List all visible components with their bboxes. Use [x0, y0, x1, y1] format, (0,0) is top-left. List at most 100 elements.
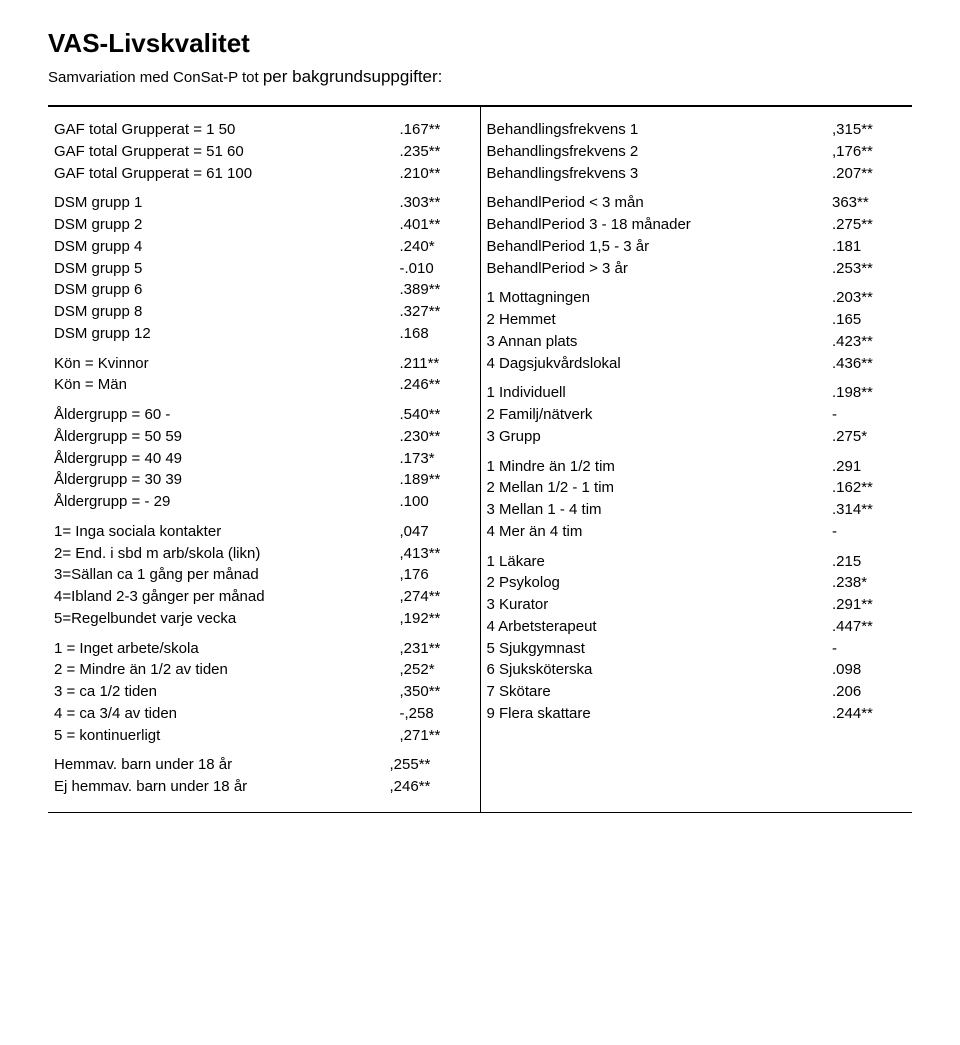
table-row: 4 Mer än 4 tim-: [487, 521, 903, 543]
row-label: 1= Inga sociala kontakter: [54, 521, 400, 543]
block-hem: Hemmav. barn under 18 år,255** Ej hemmav…: [54, 754, 470, 798]
block-soc: 1= Inga sociala kontakter,047 2= End. i …: [54, 521, 470, 630]
row-value: .181: [832, 236, 902, 258]
table-row: 5 = kontinuerligt,271**: [54, 725, 470, 747]
row-label: Hemmav. barn under 18 år: [54, 754, 390, 776]
row-label: Behandlingsfrekvens 2: [487, 141, 833, 163]
row-value: .253**: [832, 258, 902, 280]
table-row: 2 Familj/nätverk-: [487, 404, 903, 426]
page-title: VAS-Livskvalitet: [48, 28, 912, 59]
table-row: 3 Kurator.291**: [487, 594, 903, 616]
row-label: 4 Arbetsterapeut: [487, 616, 833, 638]
table-row: Ej hemmav. barn under 18 år,246**: [54, 776, 470, 798]
row-value: 363**: [832, 192, 902, 214]
row-value: ,176**: [832, 141, 902, 163]
row-label: 3 Grupp: [487, 426, 833, 448]
row-value: .203**: [832, 287, 902, 309]
block-gaf: GAF total Grupperat = 1 50.167** GAF tot…: [54, 119, 470, 184]
row-label: 3 Annan plats: [487, 331, 833, 353]
row-value: .389**: [400, 279, 470, 301]
table-row: GAF total Grupperat = 61 100.210**: [54, 163, 470, 185]
page: VAS-Livskvalitet Samvariation med ConSat…: [0, 0, 960, 853]
table-row: 3 Grupp.275*: [487, 426, 903, 448]
table-row: DSM grupp 2.401**: [54, 214, 470, 236]
row-label: 9 Flera skattare: [487, 703, 833, 725]
row-label: 4=Ibland 2-3 gånger per månad: [54, 586, 400, 608]
table-row: Åldergrupp = 40 49.173*: [54, 448, 470, 470]
subtitle: Samvariation med ConSat-P tot per bakgru…: [48, 67, 912, 87]
row-label: 7 Skötare: [487, 681, 833, 703]
row-value: -.010: [400, 258, 470, 280]
row-value: ,413**: [400, 543, 470, 565]
row-label: Åldergrupp = 30 39: [54, 469, 400, 491]
block-period: BehandlPeriod < 3 mån363** BehandlPeriod…: [487, 192, 903, 279]
row-value: ,192**: [400, 608, 470, 630]
row-value: .244**: [832, 703, 902, 725]
table-row: Hemmav. barn under 18 år,255**: [54, 754, 470, 776]
row-value: .168: [400, 323, 470, 345]
row-value: .436**: [832, 353, 902, 375]
row-value: ,047: [400, 521, 470, 543]
row-label: DSM grupp 2: [54, 214, 400, 236]
table-row: 4 = ca 3/4 av tiden-,258: [54, 703, 470, 725]
row-value: ,274**: [400, 586, 470, 608]
table-row: 5 Sjukgymnast-: [487, 638, 903, 660]
row-value: -,258: [400, 703, 470, 725]
row-value: .210**: [400, 163, 470, 185]
row-value: .173*: [400, 448, 470, 470]
right-column: Behandlingsfrekvens 1,315** Behandlingsf…: [480, 107, 912, 813]
row-label: 1 Mindre än 1/2 tim: [487, 456, 833, 478]
row-value: -: [832, 404, 902, 426]
row-value: ,350**: [400, 681, 470, 703]
row-value: .540**: [400, 404, 470, 426]
table-row: 1 Läkare.215: [487, 551, 903, 573]
table-row: Åldergrupp = 30 39.189**: [54, 469, 470, 491]
row-label: 5 = kontinuerligt: [54, 725, 400, 747]
row-label: BehandlPeriod > 3 år: [487, 258, 833, 280]
row-value: ,252*: [400, 659, 470, 681]
table-row: 5=Regelbundet varje vecka,192**: [54, 608, 470, 630]
row-label: DSM grupp 8: [54, 301, 400, 323]
block-freq: Behandlingsfrekvens 1,315** Behandlingsf…: [487, 119, 903, 184]
table-row: Kön = Kvinnor.211**: [54, 353, 470, 375]
table-row: 2 Hemmet.165: [487, 309, 903, 331]
table-row: DSM grupp 6.389**: [54, 279, 470, 301]
table-row: 1 Individuell.198**: [487, 382, 903, 404]
row-label: 5=Regelbundet varje vecka: [54, 608, 400, 630]
row-value: .162**: [832, 477, 902, 499]
row-label: GAF total Grupperat = 61 100: [54, 163, 400, 185]
table-row: 6 Sjuksköterska.098: [487, 659, 903, 681]
row-label: Kön = Kvinnor: [54, 353, 400, 375]
row-label: 4 = ca 3/4 av tiden: [54, 703, 400, 725]
row-value: .314**: [832, 499, 902, 521]
table-row: BehandlPeriod 3 - 18 månader.275**: [487, 214, 903, 236]
row-label: Åldergrupp = - 29: [54, 491, 400, 513]
table-row: DSM grupp 12.168: [54, 323, 470, 345]
row-value: .447**: [832, 616, 902, 638]
row-label: DSM grupp 4: [54, 236, 400, 258]
block-form: 1 Individuell.198** 2 Familj/nätverk- 3 …: [487, 382, 903, 447]
table-row: 4 Dagsjukvårdslokal.436**: [487, 353, 903, 375]
row-label: Behandlingsfrekvens 1: [487, 119, 833, 141]
row-label: Behandlingsfrekvens 3: [487, 163, 833, 185]
row-value: -: [832, 521, 902, 543]
row-value: ,315**: [832, 119, 902, 141]
row-label: 1 Mottagningen: [487, 287, 833, 309]
row-value: .211**: [400, 353, 470, 375]
table-row: GAF total Grupperat = 1 50.167**: [54, 119, 470, 141]
table-row: GAF total Grupperat = 51 60.235**: [54, 141, 470, 163]
row-value: .207**: [832, 163, 902, 185]
table-row: 1 = Inget arbete/skola,231**: [54, 638, 470, 660]
table-row: Behandlingsfrekvens 2,176**: [487, 141, 903, 163]
row-value: .275**: [832, 214, 902, 236]
row-value: .291**: [832, 594, 902, 616]
row-label: 5 Sjukgymnast: [487, 638, 833, 660]
row-value: .215: [832, 551, 902, 573]
row-value: .098: [832, 659, 902, 681]
block-dsm: DSM grupp 1.303** DSM grupp 2.401** DSM …: [54, 192, 470, 344]
row-label: 3 Kurator: [487, 594, 833, 616]
row-label: 2= End. i sbd m arb/skola (likn): [54, 543, 400, 565]
row-value: ,231**: [400, 638, 470, 660]
row-value: .206: [832, 681, 902, 703]
table-row: DSM grupp 4.240*: [54, 236, 470, 258]
